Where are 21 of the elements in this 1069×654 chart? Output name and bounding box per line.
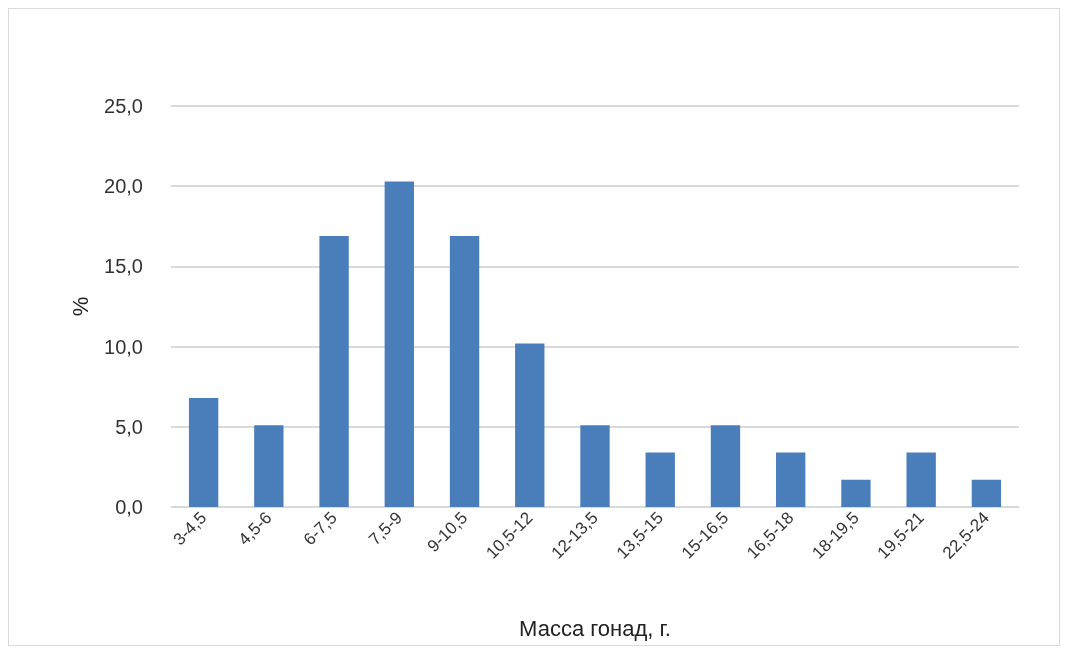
y-tick-label: 20,0: [104, 175, 143, 198]
bar: [319, 235, 349, 507]
bar: [515, 343, 545, 507]
bar: [254, 425, 284, 507]
bar: [384, 181, 414, 507]
y-tick-label: 5,0: [115, 415, 143, 438]
y-tick-label: 25,0: [104, 95, 143, 117]
y-tick-label: 0,0: [115, 496, 143, 518]
bar: [580, 425, 610, 507]
x-axis-title: Масса гонад, г.: [519, 615, 671, 641]
y-tick-label: 15,0: [104, 255, 143, 278]
y-tick-label: 10,0: [104, 335, 143, 358]
bar: [776, 452, 806, 507]
bar: [449, 235, 480, 507]
y-axis-title: %: [67, 296, 93, 317]
bar: [188, 397, 219, 507]
bar: [710, 425, 741, 507]
bar: [645, 452, 675, 507]
bar: [971, 479, 1002, 507]
bar: [906, 452, 936, 507]
bar: [841, 479, 871, 507]
